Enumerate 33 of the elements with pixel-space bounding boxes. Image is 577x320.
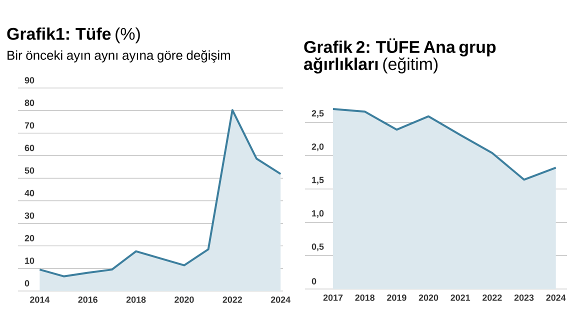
y-tick-label: 0 xyxy=(312,278,316,284)
y-tick-label: 90 xyxy=(24,77,34,84)
chart-subtitle: Bir önceki ayın aynı ayına göre değişim xyxy=(8,50,230,63)
y-tick-label: 0 xyxy=(24,280,30,286)
y-tick-label: 70 xyxy=(24,122,34,129)
y-tick-label: 30 xyxy=(24,212,34,219)
y-tick-label: 1,5 xyxy=(312,176,324,184)
x-tick-label: 2021 xyxy=(450,294,470,301)
x-tick-label: 2024 xyxy=(270,296,291,303)
y-tick-label: 10 xyxy=(25,258,34,264)
x-tick-label: 2014 xyxy=(30,296,50,303)
chart-title: Grafik1: Tüfe (%) xyxy=(7,27,140,44)
y-tick-label: 2,5 xyxy=(312,110,324,118)
y-tick-label: 2,0 xyxy=(312,143,324,152)
x-tick-label: 2017 xyxy=(323,294,343,301)
x-tick-label: 2020 xyxy=(418,294,438,301)
x-tick-label: 2022 xyxy=(222,296,242,303)
x-tick-label: 2018 xyxy=(355,294,375,301)
y-tick-label: 0,5 xyxy=(312,243,324,252)
x-tick-label: 2022 xyxy=(482,294,502,301)
y-tick-label: 50 xyxy=(24,167,34,174)
y-tick-label: 1,0 xyxy=(312,210,324,218)
x-tick-label: 2018 xyxy=(126,296,146,303)
x-tick-label: 2023 xyxy=(514,294,534,301)
y-tick-label: 20 xyxy=(24,235,34,242)
y-tick-label: 60 xyxy=(24,144,34,152)
x-tick-label: 2020 xyxy=(174,296,194,303)
x-tick-label: 2019 xyxy=(387,294,406,301)
x-tick-label: 2024 xyxy=(546,294,566,301)
x-tick-label: 2016 xyxy=(78,296,98,303)
chart-title: Grafik 2: TÜFE Ana grup ağırlıkları (eğitim) xyxy=(304,38,496,74)
y-tick-label: 80 xyxy=(24,100,34,106)
y-tick-label: 40 xyxy=(24,190,34,196)
